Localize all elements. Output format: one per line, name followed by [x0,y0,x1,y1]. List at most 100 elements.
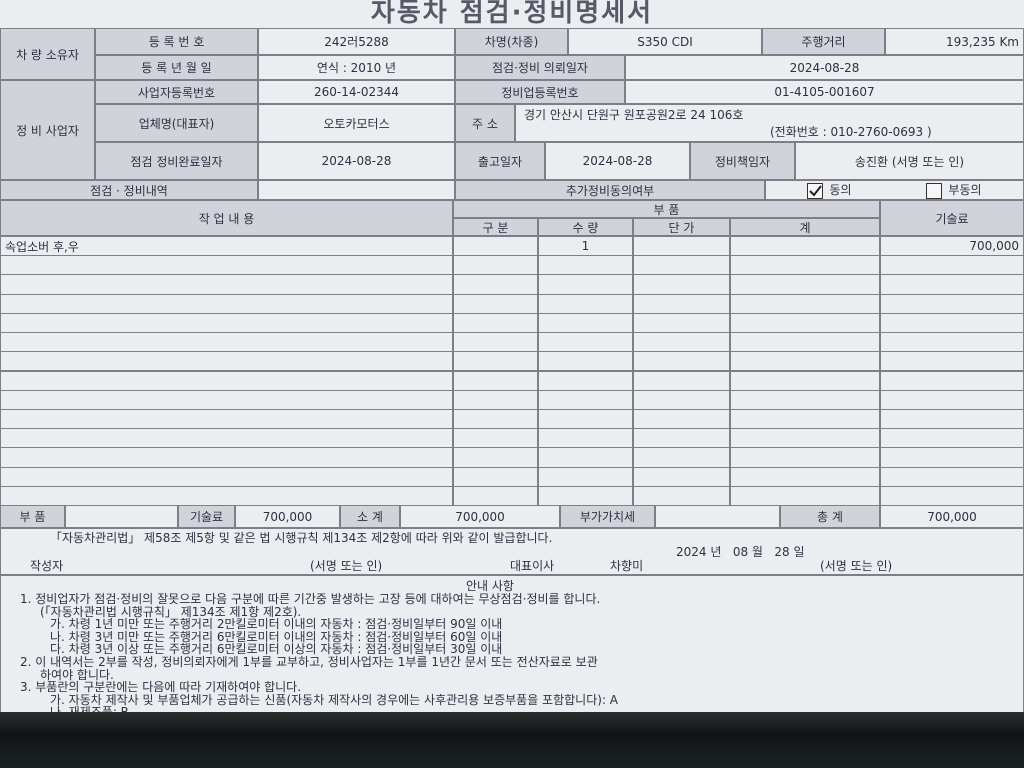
table-cell [880,274,1024,295]
table-cell [880,485,1024,506]
table-cell [538,466,633,487]
table-cell [0,293,453,314]
subtotal-label: 소 계 [340,505,400,528]
note-line: 나. 재제조품: R [50,703,129,712]
sub-header: 수 량 [538,218,633,236]
table-cell [538,312,633,334]
table-cell [880,389,1024,410]
cell [258,180,455,200]
owner-label: 차 량 소유자 [0,28,95,80]
table-cell [880,293,1024,314]
table-cell [453,274,538,295]
table-cell [0,274,453,295]
table-cell [538,332,633,353]
table-cell [0,351,453,372]
shop-no-label: 정비업등록번호 [455,80,625,104]
table-cell [880,428,1024,449]
table-cell [538,447,633,468]
table-cell [633,389,730,410]
done-date: 2024-08-28 [258,142,455,180]
table-cell [0,389,453,410]
table-cell [0,312,453,334]
table-cell [880,447,1024,468]
table-cell [538,370,633,391]
table-cell [730,274,880,295]
table-cell [0,485,453,506]
note-line: 가. 자동차 제작사 및 부품업체가 공급하는 신품(자동차 제작사의 경우에는… [50,692,619,707]
table-cell [730,447,880,468]
details-label: 점검 · 정비내역 [0,180,258,200]
table-cell [453,236,538,257]
table-cell [730,485,880,506]
biz-no: 260-14-02344 [258,80,455,104]
table-cell [453,428,538,449]
monitor-bezel [0,712,1024,768]
table-cell [880,370,1024,391]
table-cell [633,428,730,449]
checkbox [926,182,943,199]
table-cell [453,312,538,334]
table-cell [538,428,633,449]
table-cell [453,332,538,353]
table-cell [633,466,730,487]
table-cell [633,370,730,391]
release-date: 2024-08-28 [545,142,690,180]
table-cell [453,408,538,430]
labor: 700,000 [235,505,340,528]
cell [65,505,178,528]
check-mark [809,185,823,197]
consent-label: 추가정비동의여부 [455,180,765,200]
table-cell [633,274,730,295]
ceo-label: 대표이사 [510,559,555,573]
table-cell [0,428,453,449]
table-cell [880,255,1024,276]
table-cell [730,293,880,314]
document-title: 자동차 점검·정비명세서 [370,0,654,28]
name-label: 업체명(대표자) [95,104,258,142]
table-cell [538,255,633,276]
address-label: 주 소 [455,104,515,142]
total-label: 총 계 [780,505,880,528]
name: 오토카모터스 [258,104,455,142]
cell [655,505,780,528]
consent-label: 동의 [829,183,852,198]
subtotal: 700,000 [400,505,560,528]
table-cell [453,293,538,314]
sub-header: 계 [730,218,880,236]
writer-label: 작성자 [30,559,64,573]
total: 700,000 [880,505,1024,528]
address-cell: 경기 안산시 단원구 원포공원2로 24 106호 (전화번호 : 010-276… [515,104,1024,142]
reg-date: 연식 : 2010 년 [258,55,455,80]
table-cell [0,370,453,391]
sub-header: 단 가 [633,218,730,236]
labor-label: 기술료 [178,505,235,528]
notes-title: 안내 사항 [466,579,514,593]
table-cell [633,447,730,468]
table-cell [538,274,633,295]
quantity: 1 [538,236,633,257]
table-cell [633,332,730,353]
release-label: 출고일자 [455,142,545,180]
address: 경기 안산시 단원구 원포공원2로 24 106호 [524,108,744,122]
statement: 「자동차관리법」 제58조 제5항 및 같은 법 시행규칙 제134조 제2항에… [50,531,553,545]
note-line: 나. 차령 3년 미만 또는 주행거리 6만킬로미터 이내의 자동차 : 점검·… [50,629,503,644]
table-cell [633,255,730,276]
request-date-label: 점검·정비 의뢰일자 [455,55,625,80]
table-cell [0,447,453,468]
ceo-name: 차향미 [610,559,644,573]
phone: (전화번호 : 010-2760-0693 ) [770,125,932,139]
labor-header: 기술료 [880,200,1024,236]
model-label: 차명(차종) [455,28,568,55]
table-cell [633,236,730,257]
table-cell [633,485,730,506]
table-cell [0,255,453,276]
reg-date-label: 등 록 년 월 일 [95,55,258,80]
note-line: (「자동차관리법 시행규칙」 제134조 제1항 제2호). [40,604,302,619]
table-cell [453,389,538,410]
shop-no: 01-4105-001607 [625,80,1024,104]
document-screen: 자동차 점검·정비명세서 차 량 소유자 등 록 번 호 242러5288 차명(차종… [0,0,1024,712]
model: S350 CDI [568,28,762,55]
table-cell [730,351,880,372]
table-cell [880,408,1024,430]
note-line: 하여야 합니다. [40,667,114,682]
